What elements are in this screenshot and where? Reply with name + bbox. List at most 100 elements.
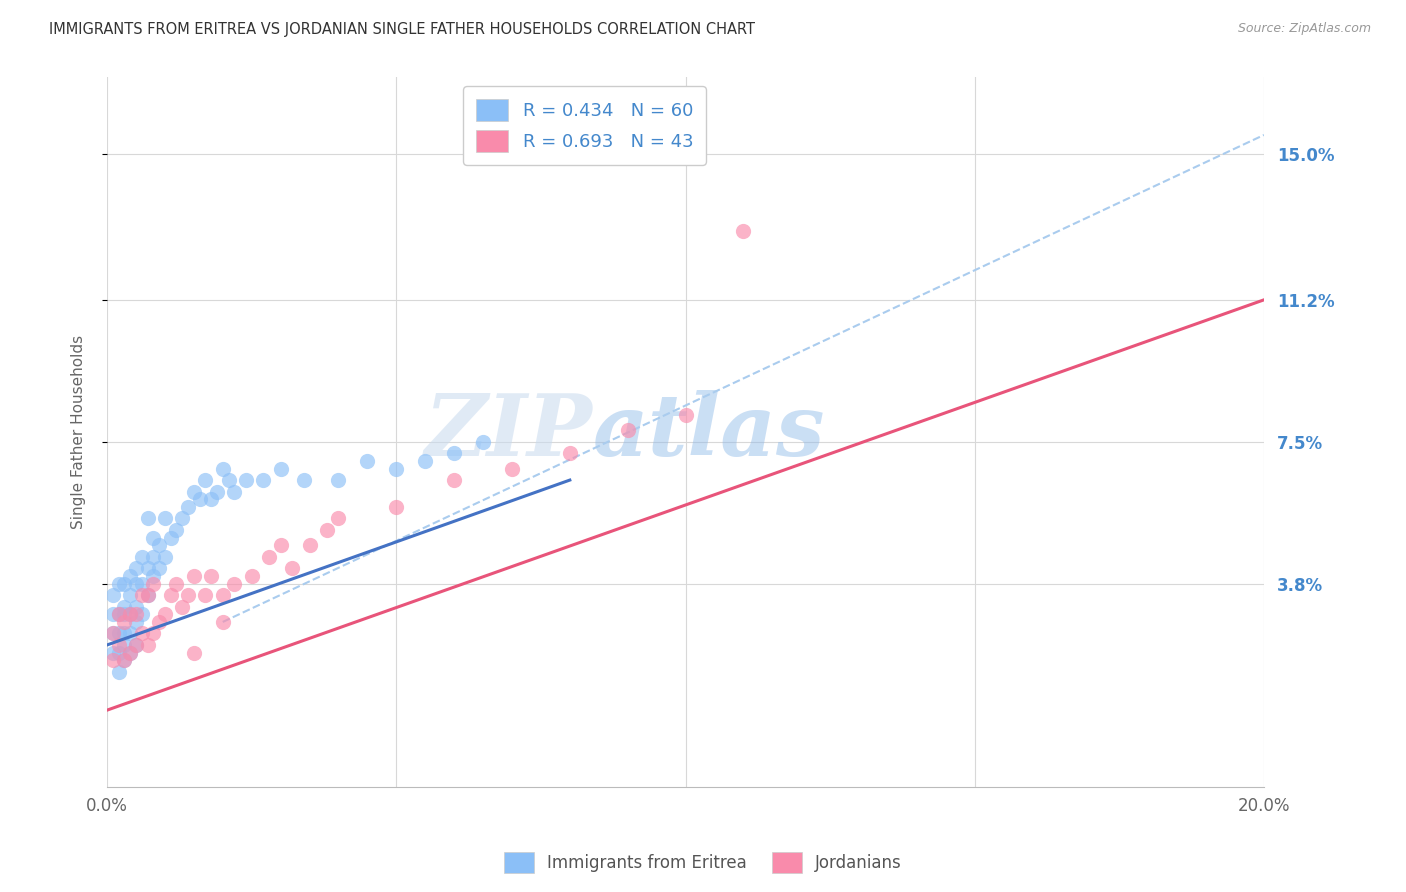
Point xyxy=(159,588,181,602)
Point xyxy=(142,626,165,640)
Point xyxy=(188,492,211,507)
Point xyxy=(148,561,170,575)
Text: IMMIGRANTS FROM ERITREA VS JORDANIAN SINGLE FATHER HOUSEHOLDS CORRELATION CHART: IMMIGRANTS FROM ERITREA VS JORDANIAN SIN… xyxy=(49,22,755,37)
Point xyxy=(472,434,495,449)
Point xyxy=(107,646,129,660)
Point xyxy=(183,484,205,499)
Point xyxy=(240,569,263,583)
Point xyxy=(112,599,135,614)
Point xyxy=(136,511,159,525)
Point xyxy=(200,492,222,507)
Point xyxy=(315,523,337,537)
Y-axis label: Single Father Households: Single Father Households xyxy=(72,335,86,529)
Point xyxy=(328,473,350,487)
Point xyxy=(125,638,148,652)
Point xyxy=(131,607,153,622)
Point xyxy=(125,615,148,629)
Point xyxy=(136,588,159,602)
Point xyxy=(112,607,135,622)
Point xyxy=(112,615,135,629)
Point xyxy=(159,531,181,545)
Point xyxy=(112,653,135,667)
Point xyxy=(194,588,217,602)
Point xyxy=(120,646,142,660)
Point xyxy=(200,569,222,583)
Point xyxy=(125,599,148,614)
Point xyxy=(136,638,159,652)
Point xyxy=(153,607,176,622)
Point xyxy=(112,576,135,591)
Point xyxy=(101,588,124,602)
Point xyxy=(501,461,523,475)
Point xyxy=(107,665,129,679)
Point xyxy=(205,484,228,499)
Point xyxy=(235,473,257,487)
Legend: R = 0.434   N = 60, R = 0.693   N = 43: R = 0.434 N = 60, R = 0.693 N = 43 xyxy=(463,87,706,165)
Point xyxy=(675,408,697,422)
Point xyxy=(328,511,350,525)
Point xyxy=(131,626,153,640)
Point xyxy=(153,511,176,525)
Point xyxy=(142,549,165,564)
Point xyxy=(120,646,142,660)
Point xyxy=(107,626,129,640)
Point xyxy=(177,500,200,514)
Point xyxy=(120,607,142,622)
Point xyxy=(270,538,292,552)
Point xyxy=(166,523,188,537)
Point xyxy=(101,626,124,640)
Point xyxy=(125,638,148,652)
Point xyxy=(101,646,124,660)
Point xyxy=(558,446,581,460)
Point xyxy=(298,538,321,552)
Point xyxy=(413,454,436,468)
Point xyxy=(172,599,194,614)
Point xyxy=(112,626,135,640)
Point xyxy=(148,615,170,629)
Point xyxy=(101,626,124,640)
Point xyxy=(224,576,246,591)
Point xyxy=(131,576,153,591)
Point xyxy=(183,569,205,583)
Point xyxy=(136,588,159,602)
Point xyxy=(166,576,188,591)
Point xyxy=(120,588,142,602)
Point xyxy=(218,473,240,487)
Point xyxy=(120,569,142,583)
Point xyxy=(443,473,465,487)
Point xyxy=(153,549,176,564)
Text: ZIP: ZIP xyxy=(425,391,593,474)
Point xyxy=(101,607,124,622)
Point xyxy=(125,607,148,622)
Point xyxy=(281,561,304,575)
Point xyxy=(125,576,148,591)
Point xyxy=(107,638,129,652)
Point xyxy=(194,473,217,487)
Point xyxy=(224,484,246,499)
Point xyxy=(101,653,124,667)
Point xyxy=(142,531,165,545)
Point xyxy=(148,538,170,552)
Text: atlas: atlas xyxy=(593,391,825,474)
Point xyxy=(385,461,408,475)
Point xyxy=(112,638,135,652)
Point xyxy=(733,224,755,238)
Point xyxy=(120,607,142,622)
Point xyxy=(142,576,165,591)
Point xyxy=(211,461,233,475)
Point xyxy=(385,500,408,514)
Point xyxy=(107,607,129,622)
Point xyxy=(125,561,148,575)
Point xyxy=(131,549,153,564)
Point xyxy=(257,549,280,564)
Point xyxy=(616,423,638,437)
Point xyxy=(252,473,274,487)
Point xyxy=(211,588,233,602)
Point xyxy=(107,607,129,622)
Point xyxy=(107,576,129,591)
Point xyxy=(443,446,465,460)
Point xyxy=(292,473,315,487)
Point xyxy=(136,561,159,575)
Point xyxy=(120,626,142,640)
Point xyxy=(356,454,378,468)
